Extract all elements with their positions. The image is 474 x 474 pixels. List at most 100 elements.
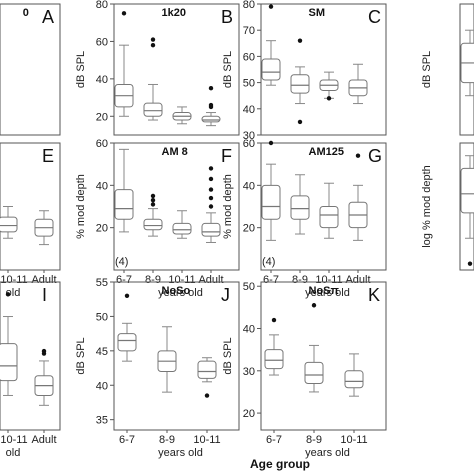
box-Adult [34,210,54,246]
y-tick-label: 50 [96,311,108,323]
x-axis-label: years old [158,447,203,459]
y-tick-label: 40 [96,180,108,192]
outlier-point [208,195,214,201]
box-8-9 [157,326,177,393]
iqr-box [304,361,324,384]
iqr-box [143,102,163,117]
sample-note: (4) [115,256,128,268]
panel-frame [459,142,474,271]
panel-title: 1k20 [162,7,186,19]
y-tick-label: 20 [96,111,108,123]
box-Adult [348,153,368,241]
panel-frame [0,142,61,271]
y-tick-label: 80 [243,0,255,11]
y-axis-label: dB SPL [222,337,234,374]
x-tick-label: 6-7 [116,274,132,286]
y-tick-label: 50 [243,78,255,90]
outlier-point [208,187,214,192]
y-tick-label: 50 [243,281,255,293]
y-tick-label: 30 [243,366,255,378]
box-Adult [201,166,221,243]
outlier-point [150,37,156,42]
panel-title: 0 [23,7,29,19]
outlier-point [208,102,214,108]
outlier-point [268,4,274,9]
y-axis-label: % mod depth [75,174,87,239]
outlier-point [150,193,156,199]
outlier-point [41,348,47,354]
y-tick-label: 30 [243,130,255,142]
outlier-point [150,42,156,48]
y-tick-label: 80 [96,0,108,11]
y-tick-label: 40 [96,74,108,86]
panel-letter: B [221,7,233,27]
panel-F: 20 40 60 % mod depth AM 8 F (4) 6-7 8-9 10-11 Adul… [75,138,240,299]
iqr-box [197,360,217,379]
y-axis-label: dB SPL [75,51,87,88]
y-axis-label: % mod depth [222,174,234,239]
y-tick-label: 45 [96,346,108,358]
panel-letter: J [221,285,230,305]
outlier-point [208,176,214,182]
iqr-box [0,216,18,233]
panel-B: 20 40 60 80 dB SPL 1k20 B [75,0,240,136]
x-tick-label: 10-11 [193,434,220,446]
x-tick-label: 10-11 [340,434,367,446]
panel-frame [113,281,240,431]
outlier-point [467,261,473,266]
panel-title: NoSo [162,285,191,297]
panel-frame [113,142,240,271]
iqr-box [172,222,192,235]
panel-title: AM125 [309,146,344,158]
panel-letter: E [42,146,54,166]
global-xlabel: Age group [250,457,310,471]
outlier-point [208,166,214,171]
iqr-box [290,195,310,220]
y-axis-label: dB SPL [75,337,87,374]
panel-D: dB SPL [421,3,474,136]
outlier-point [271,317,277,323]
iqr-box [261,184,281,220]
iqr-box [460,167,474,214]
x-axis-label: years old [305,447,350,459]
y-tick-label: 55 [96,277,108,289]
panel-frame [260,142,387,271]
panel-letter: I [42,285,47,305]
y-tick-label: 40 [243,180,255,192]
x-axis-label: years old [305,287,350,299]
box-6-7 [261,4,281,86]
box-8-9 [290,174,310,235]
sample-note: (4) [262,256,275,268]
panel-C: 30 40 50 60 70 80 dB SPL SM C [222,0,387,142]
box-10-11 [344,353,364,397]
box-10-11 [172,106,192,125]
panel-letter: K [368,285,380,305]
box-series-0 [460,155,474,266]
box-6-7 [261,140,281,241]
iqr-box [319,206,339,229]
y-axis-label: log % mod depth [421,165,433,248]
y-tick-label: 20 [96,223,108,235]
outlier-point [204,393,210,398]
x-tick-label: 8-9 [159,434,175,446]
outlier-point [311,303,317,308]
outlier-point [150,202,156,207]
x-axis-label: old [6,447,21,459]
panel-G: 20 40 60 % mod depth AM125 G (4) 6-7 8-9 10-11 Adu… [222,138,387,299]
x-tick-label: 6-7 [119,434,135,446]
y-tick-label: 40 [96,380,108,392]
panel-frame [260,3,387,136]
panel-title: AM 8 [162,146,188,158]
box-6-7 [117,293,137,362]
y-tick-label: 60 [243,138,255,150]
y-axis-label: dB SPL [421,51,433,88]
panel-frame [0,3,61,136]
panel-frame [459,3,474,136]
x-tick-label: Adult [31,274,56,286]
box-series-0 [460,29,474,97]
y-tick-label: 60 [96,36,108,48]
panel-H: log % mod depth [421,142,474,271]
